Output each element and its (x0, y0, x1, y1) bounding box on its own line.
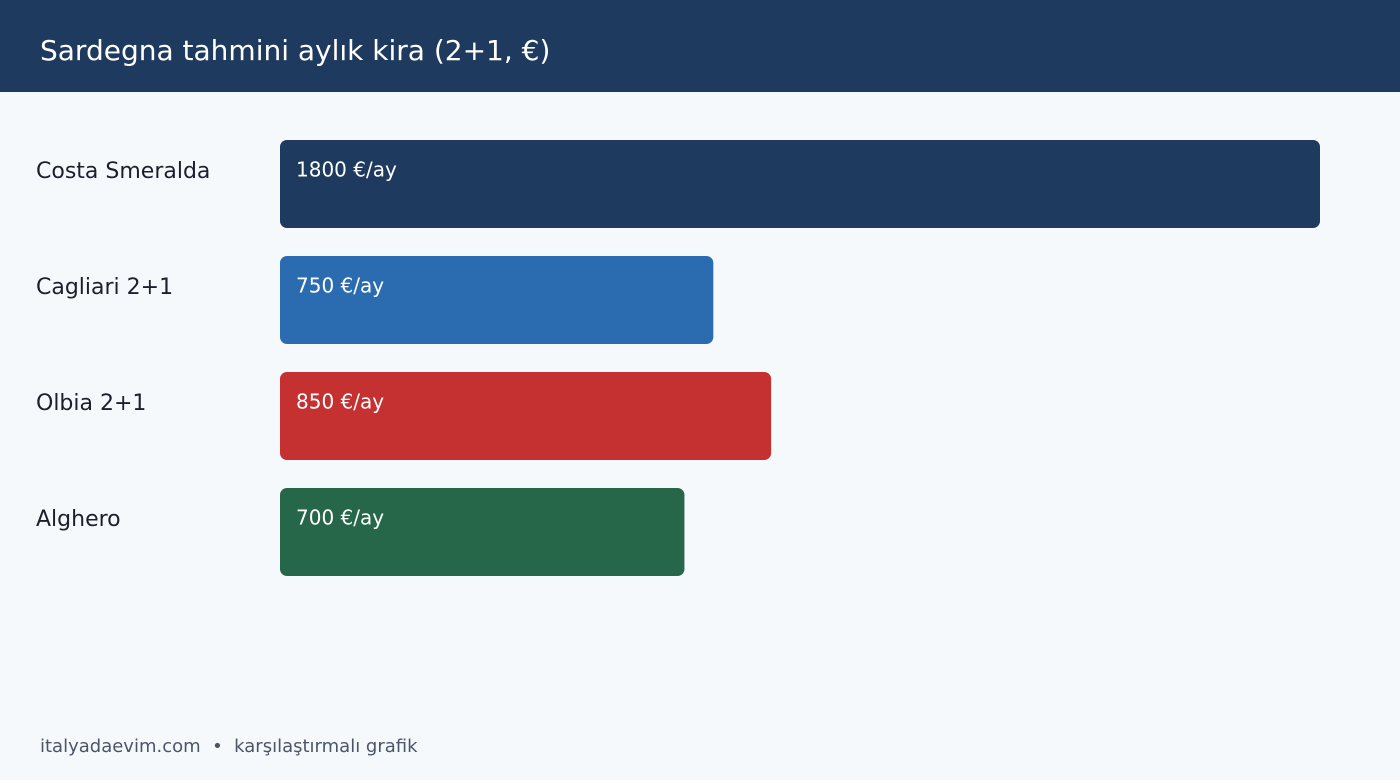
value-label: 850 €/ay (296, 390, 384, 414)
bar (280, 140, 1320, 228)
category-label: Costa Smeralda (36, 159, 210, 184)
category-label: Olbia 2+1 (36, 391, 146, 416)
footer: italyadaevim.com • karşılaştırmalı grafi… (40, 736, 418, 757)
header-bar (0, 0, 1400, 92)
category-label: Alghero (36, 507, 121, 532)
bar (280, 488, 685, 576)
chart-title: Sardegna tahmini aylık kira (2+1, €) (40, 34, 550, 67)
value-label: 1800 €/ay (296, 158, 397, 182)
bar (280, 256, 714, 344)
bar (280, 372, 772, 460)
value-label: 700 €/ay (296, 506, 384, 530)
value-label: 750 €/ay (296, 274, 384, 298)
category-label: Cagliari 2+1 (36, 275, 173, 300)
